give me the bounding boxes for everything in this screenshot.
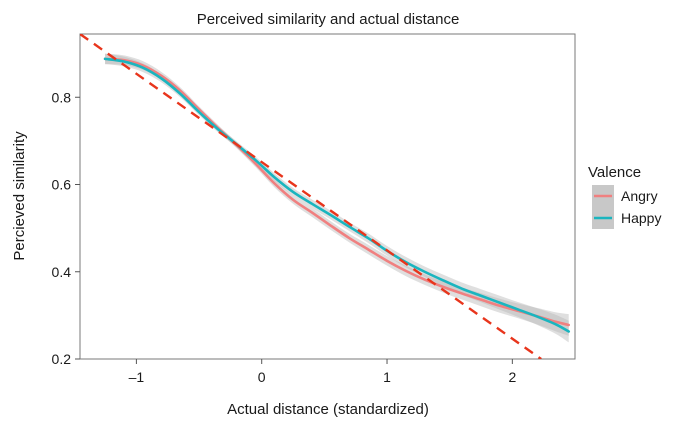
reference-dashed-line [80, 34, 542, 359]
x-tick-label: 1 [383, 369, 391, 385]
confidence-band-happy [105, 53, 569, 343]
legend-item-happy: Happy [592, 207, 661, 229]
confidence-bands [105, 53, 569, 343]
y-tick-label: 0.6 [52, 177, 72, 193]
legend: Valence Angry Happy [588, 164, 661, 229]
y-axis-title: Percieved similarity [11, 131, 28, 261]
plot-panel [79, 33, 576, 360]
y-tick-label: 0.2 [52, 351, 72, 367]
series-line-happy [103, 57, 571, 333]
axes-layer: –1 0 1 2 0.2 0.4 0.6 0.8 [52, 89, 517, 385]
confidence-band-angry [105, 53, 569, 336]
legend-label-angry: Angry [621, 188, 658, 204]
legend-item-angry: Angry [592, 185, 658, 207]
y-tick-label: 0.8 [52, 89, 72, 105]
x-axis-title: Actual distance (standardized) [227, 401, 429, 418]
x-tick-label: –1 [129, 369, 145, 385]
chart-title: Perceived similarity and actual distance [197, 11, 460, 28]
x-tick-label: 2 [508, 369, 516, 385]
legend-items: Angry Happy [592, 185, 661, 229]
series-lines [103, 57, 571, 333]
x-tick-label: 0 [258, 369, 266, 385]
legend-label-happy: Happy [621, 210, 661, 226]
reference-layer [80, 34, 542, 359]
series-line-angry [103, 57, 571, 327]
legend-title: Valence [588, 164, 641, 181]
y-tick-label: 0.4 [52, 264, 72, 280]
